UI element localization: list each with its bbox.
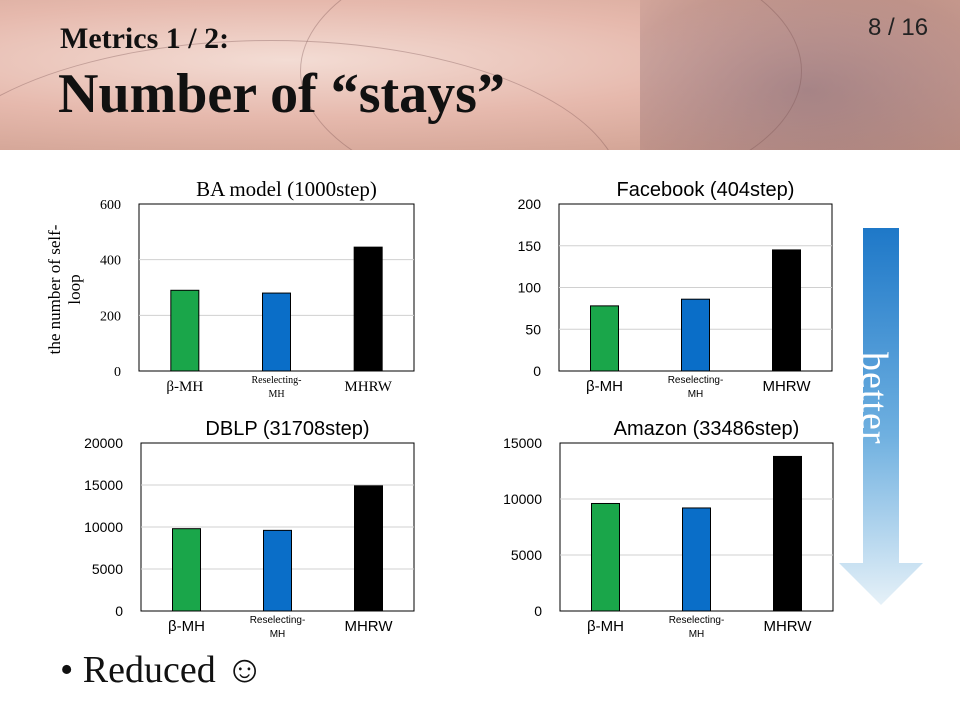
x-tick-label: Reselecting- <box>669 615 725 626</box>
y-tick-label: 50 <box>525 321 541 337</box>
better-arrow-icon <box>839 228 923 605</box>
charts-group: 0 200 400 600 β-MH Reselecting- MH MHRW BA model… <box>45 177 834 640</box>
slide-title: Number of “stays” <box>58 63 505 125</box>
bar-0 <box>170 289 200 372</box>
y-tick-label: 150 <box>518 238 542 254</box>
bar-1 <box>262 292 291 372</box>
x-tick-label: MHRW <box>344 379 392 395</box>
x-tick-label: β-MH <box>168 618 205 635</box>
x-tick-label: β-MH <box>166 379 203 395</box>
better-label: better <box>853 352 895 445</box>
chart-title: BA model (1000step) <box>196 177 377 201</box>
x-tick-label: MHRW <box>763 618 812 635</box>
y-tick-label: 10000 <box>84 519 123 535</box>
x-tick-label: β-MH <box>587 618 624 635</box>
x-tick-label: MH <box>689 629 705 640</box>
y-tick-label: 15000 <box>503 435 542 451</box>
y-tick-label: 0 <box>114 365 121 380</box>
slide-subtitle: Metrics 1 / 2: <box>60 22 230 55</box>
x-tick-label: MH <box>268 389 284 400</box>
y-tick-label: 20000 <box>84 435 123 451</box>
bar-0 <box>172 528 201 612</box>
x-tick-label: MH <box>688 389 704 400</box>
bar-2 <box>773 455 802 612</box>
x-tick-label: MH <box>270 629 286 640</box>
y-tick-label: 0 <box>115 603 123 619</box>
header-banner: Metrics 1 / 2: Number of “stays” 8 / 16 <box>0 0 960 150</box>
x-tick-label: Reselecting- <box>668 375 724 386</box>
y-tick-label: 10000 <box>503 491 542 507</box>
chart-title: DBLP (31708step) <box>205 418 369 440</box>
chart-title: Facebook (404step) <box>617 179 795 201</box>
x-tick-label: MHRW <box>344 618 393 635</box>
y-axis-label: the number of self-loop <box>45 224 84 354</box>
y-tick-label: 15000 <box>84 477 123 493</box>
bar-1 <box>682 507 711 612</box>
y-tick-label: 200 <box>518 196 542 212</box>
y-tick-label: 400 <box>100 254 121 269</box>
bar-1 <box>263 529 292 612</box>
x-tick-label: β-MH <box>586 378 623 395</box>
y-tick-label: 0 <box>534 603 542 619</box>
conclusion-bullet: • Reduced ☺ <box>60 649 265 691</box>
y-tick-label: 5000 <box>511 547 542 563</box>
x-tick-label: Reselecting- <box>250 615 306 626</box>
bar-0 <box>591 502 620 612</box>
bar-1 <box>681 298 710 372</box>
bar-2 <box>353 246 383 372</box>
y-tick-label: 600 <box>100 198 121 213</box>
y-tick-label: 200 <box>100 309 121 324</box>
chart-title: Amazon (33486step) <box>614 418 800 440</box>
bar-2 <box>772 249 801 372</box>
y-tick-label: 100 <box>518 280 542 296</box>
y-tick-label: 0 <box>533 363 541 379</box>
bar-0 <box>590 305 619 372</box>
x-tick-label: Reselecting- <box>252 375 302 386</box>
y-tick-label: 5000 <box>92 561 123 577</box>
bar-2 <box>354 485 383 612</box>
page-number: 8 / 16 <box>868 14 929 41</box>
x-tick-label: MHRW <box>762 378 811 395</box>
